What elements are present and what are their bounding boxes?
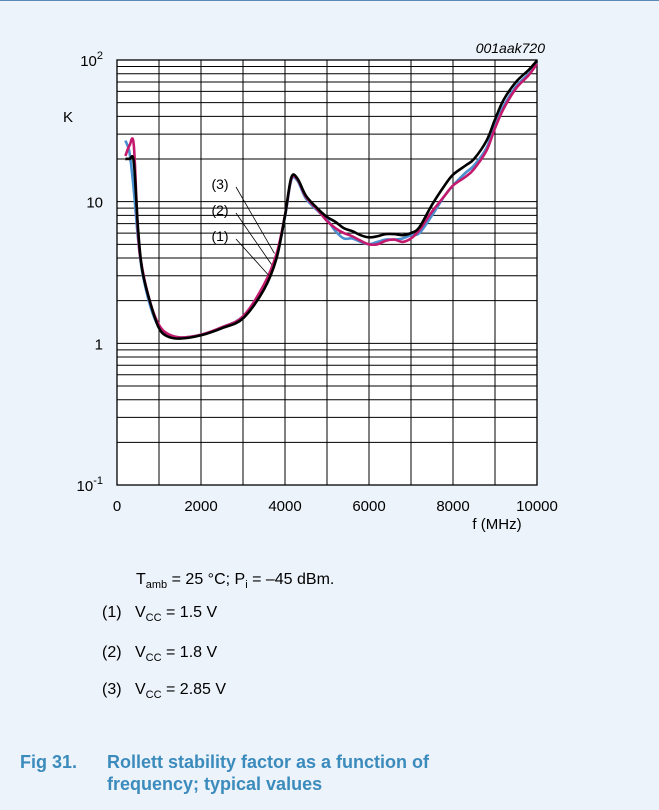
x-tick-label: 0: [113, 498, 121, 515]
test-conditions: Tamb = 25 °C; Pi = –45 dBm.: [136, 571, 335, 591]
series-line-2: [124, 63, 539, 339]
curve-leader-line: [235, 186, 275, 254]
figure-caption: Fig 31. Rollett stability factor as a fun…: [20, 751, 429, 795]
top-rule: [0, 0, 659, 1]
y-axis-label: K: [63, 109, 73, 126]
curve-label-3: (3): [211, 176, 228, 192]
x-tick-label: 4000: [268, 498, 301, 515]
condition-item-1: (1) VCC = 1.5 V: [102, 604, 218, 624]
x-tick-label: 8000: [436, 498, 469, 515]
x-tick-label: 6000: [352, 498, 385, 515]
chart-svg: 0 2000 4000 6000 8000 10000 102 10 1 10-1 Kf (MHz)…: [63, 40, 558, 533]
series-line-3: [125, 59, 538, 340]
curve-label-2: (2): [211, 202, 228, 218]
curve-leader-line: [235, 238, 270, 277]
condition-item-2: (2) VCC = 1.8 V: [102, 644, 218, 664]
condition-item-3: (3) VCC = 2.85 V: [102, 681, 227, 701]
x-tick-label: 2000: [184, 498, 217, 515]
caption-line-2: frequency; typical values: [107, 774, 323, 794]
figure-number: Fig 31.: [20, 752, 78, 772]
y-tick-label: 10: [86, 195, 103, 212]
x-tick-label: 10000: [516, 498, 558, 515]
curve-label-1: (1): [211, 228, 228, 244]
y-tick-label: 10-1: [77, 475, 103, 495]
y-tick-label: 102: [80, 50, 103, 70]
caption-line-1: Rollett stability factor as a function o…: [107, 752, 430, 772]
plot-frame: [116, 59, 538, 486]
x-axis-label: f (MHz): [472, 516, 521, 533]
grid: [117, 60, 537, 485]
figure-code: 001aak720: [476, 40, 546, 56]
curve-leader-line: [235, 212, 272, 265]
y-tick-label: 1: [95, 336, 103, 353]
